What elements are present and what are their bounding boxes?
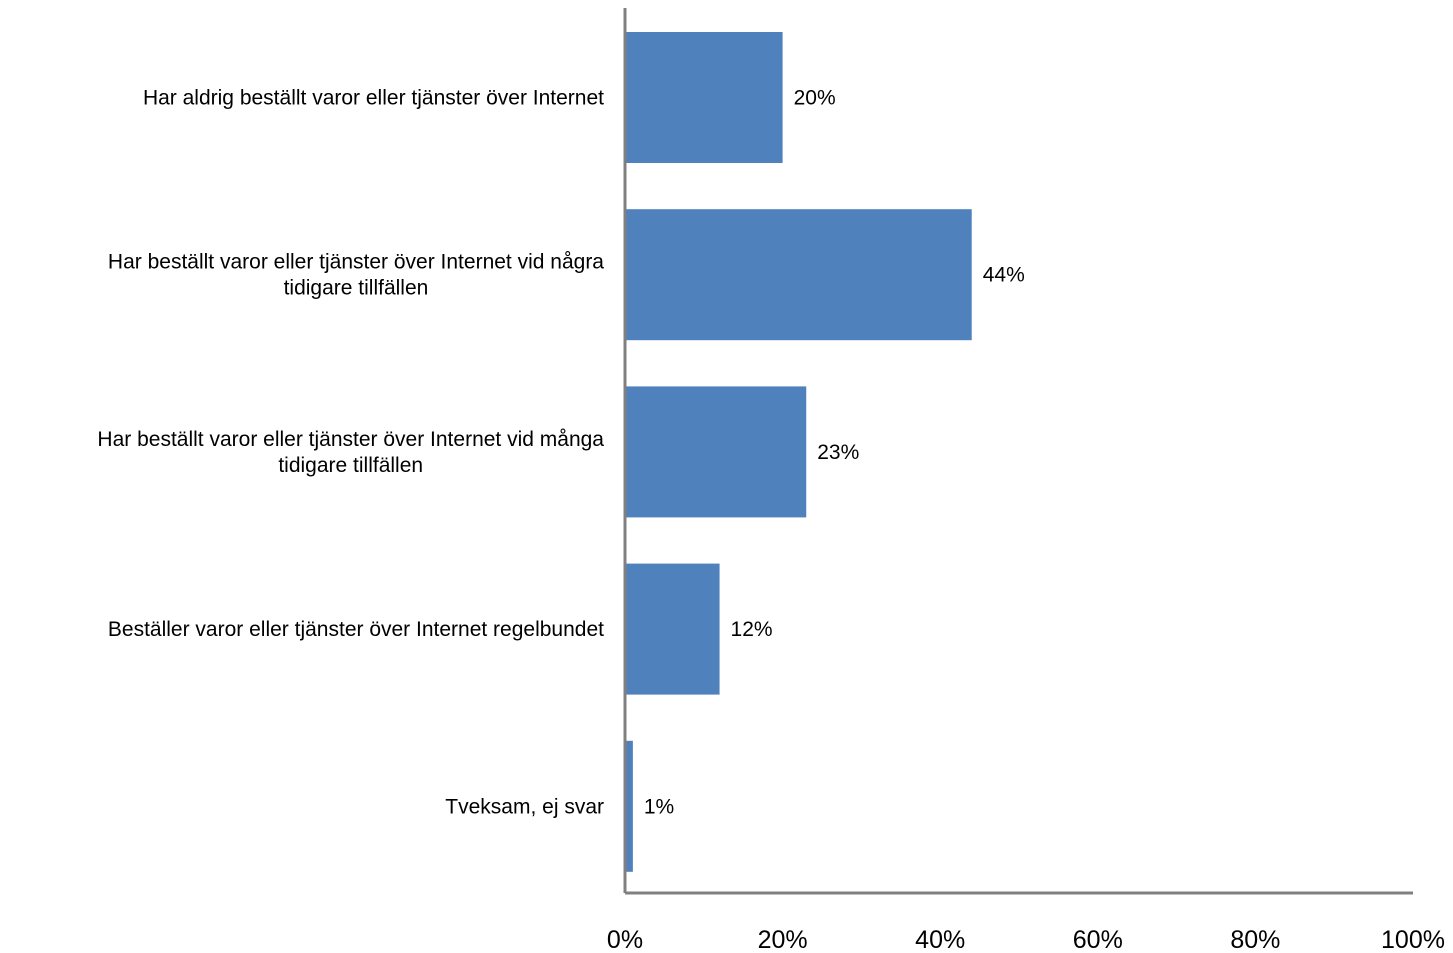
category-label-line: tidigare tillfällen [284, 277, 429, 300]
bar-3 [625, 386, 807, 518]
category-label-line: tidigare tillfällen [278, 454, 423, 477]
axes-layer [623, 8, 1413, 895]
bar-2 [625, 209, 972, 341]
x-tick-labels-layer: 0% 20% 40% 60% 80% 100% [607, 926, 1445, 953]
data-label-1: 20% [794, 87, 836, 110]
data-label-2: 44% [983, 264, 1025, 287]
bars-layer [625, 32, 972, 872]
data-label-5: 1% [644, 795, 674, 818]
data-labels-layer: 20% 44% 23% 12% 1% [644, 87, 1025, 819]
category-label-line: Beställer varor eller tjänster över Inte… [108, 618, 604, 641]
category-labels-layer: Har aldrig beställt varor eller tjänster… [97, 87, 604, 819]
bar-1 [625, 32, 783, 163]
data-label-3: 23% [817, 441, 859, 464]
category-label-2: Har beställt varor eller tjänster över I… [108, 251, 604, 300]
bar-4 [625, 563, 720, 695]
x-tick-label-100: 100% [1381, 926, 1445, 953]
x-tick-label-0: 0% [607, 926, 643, 953]
bar-5 [625, 740, 633, 872]
category-label-line: Har beställt varor eller tjänster över I… [108, 251, 604, 274]
category-label-line: Har aldrig beställt varor eller tjänster… [143, 87, 604, 110]
x-tick-label-80: 80% [1230, 926, 1280, 953]
x-tick-label-60: 60% [1073, 926, 1123, 953]
category-label-line: Tveksam, ej svar [445, 795, 604, 818]
category-label-3: Har beställt varor eller tjänster över I… [97, 428, 604, 477]
category-label-1: Har aldrig beställt varor eller tjänster… [143, 87, 604, 110]
x-tick-label-40: 40% [915, 926, 965, 953]
category-label-5: Tveksam, ej svar [445, 795, 604, 818]
x-tick-label-20: 20% [758, 926, 808, 953]
category-label-4: Beställer varor eller tjänster över Inte… [108, 618, 604, 641]
data-label-4: 12% [731, 618, 773, 641]
category-label-line: Har beställt varor eller tjänster över I… [97, 428, 604, 451]
